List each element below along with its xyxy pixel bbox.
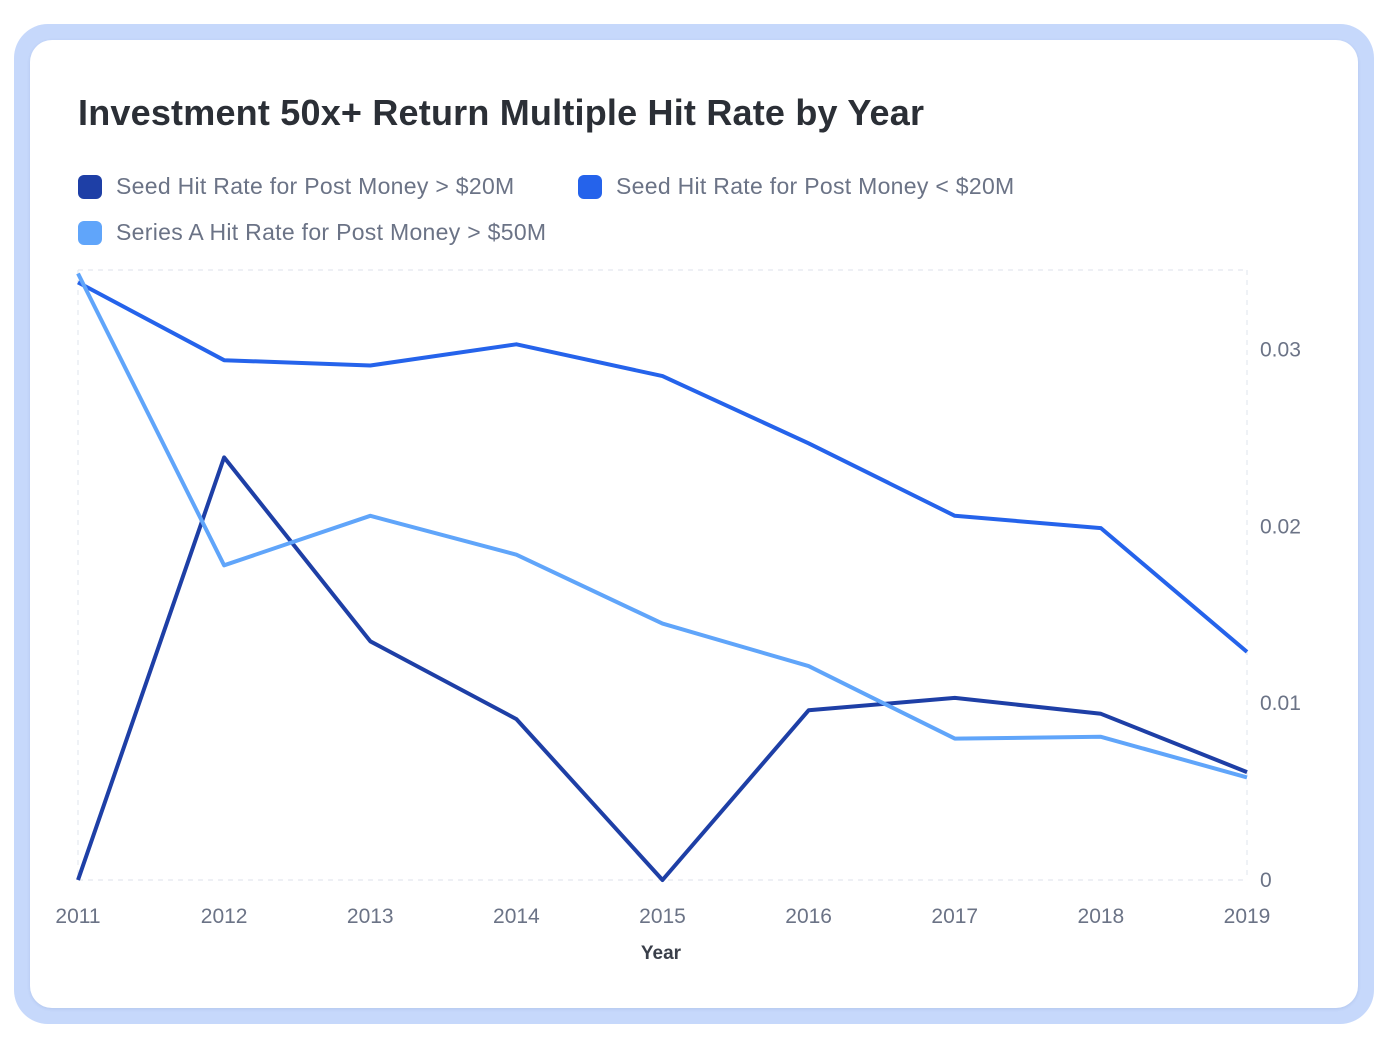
series-line-1[interactable]	[77, 280, 1249, 654]
legend-label-seed-below-20m: Seed Hit Rate for Post Money < $20M	[616, 173, 1015, 199]
y-tick-label-0: 0	[1260, 869, 1272, 892]
legend-label-series-a-above-50m: Series A Hit Rate for Post Money > $50M	[116, 219, 547, 245]
x-tick-label-2017: 2017	[931, 905, 978, 928]
outer-frame	[14, 24, 1374, 1024]
chart-title: Investment 50x+ Return Multiple Hit Rate…	[78, 92, 925, 133]
legend-swatch-seed-below-20m	[578, 174, 602, 199]
legend-swatch-seed-above-20m	[78, 174, 102, 199]
y-tick-label-0-03: 0.03	[1260, 339, 1301, 362]
legend-label-seed-above-20m: Seed Hit Rate for Post Money > $20M	[116, 173, 515, 199]
x-tick-label-2011: 2011	[55, 905, 100, 928]
legend-swatch-series-a-above-50m	[78, 220, 102, 245]
x-tick-label-2012: 2012	[201, 905, 248, 928]
x-tick-label-2018: 2018	[1078, 905, 1125, 928]
legend-item-seed-above-20m[interactable]: Seed Hit Rate for Post Money > $20M	[78, 173, 515, 200]
x-tick-label-2019: 2019	[1224, 905, 1271, 928]
x-tick-label-2013: 2013	[347, 905, 394, 928]
x-tick-label-2014: 2014	[493, 905, 540, 928]
x-axis-title: Year	[641, 943, 682, 964]
x-axis-ticks: 2011 2012 2013 2014 2015 2016 2017 2018 2019	[55, 905, 1270, 928]
chart-card	[30, 40, 1358, 1008]
y-tick-label-0-02: 0.02	[1260, 515, 1301, 538]
y-tick-label-0-01: 0.01	[1260, 692, 1301, 715]
legend-item-series-a-above-50m[interactable]: Series A Hit Rate for Post Money > $50M	[78, 219, 546, 246]
x-tick-label-2016: 2016	[785, 905, 832, 928]
x-tick-label-2015: 2015	[639, 905, 686, 928]
series-lines	[76, 272, 1249, 882]
series-line-2[interactable]	[76, 272, 1248, 780]
series-line-0[interactable]	[76, 455, 1248, 882]
legend-item-seed-below-20m[interactable]: Seed Hit Rate for Post Money < $20M	[578, 173, 1015, 200]
y-axis-ticks: 0 0.01 0.02 0.03	[1260, 339, 1301, 892]
